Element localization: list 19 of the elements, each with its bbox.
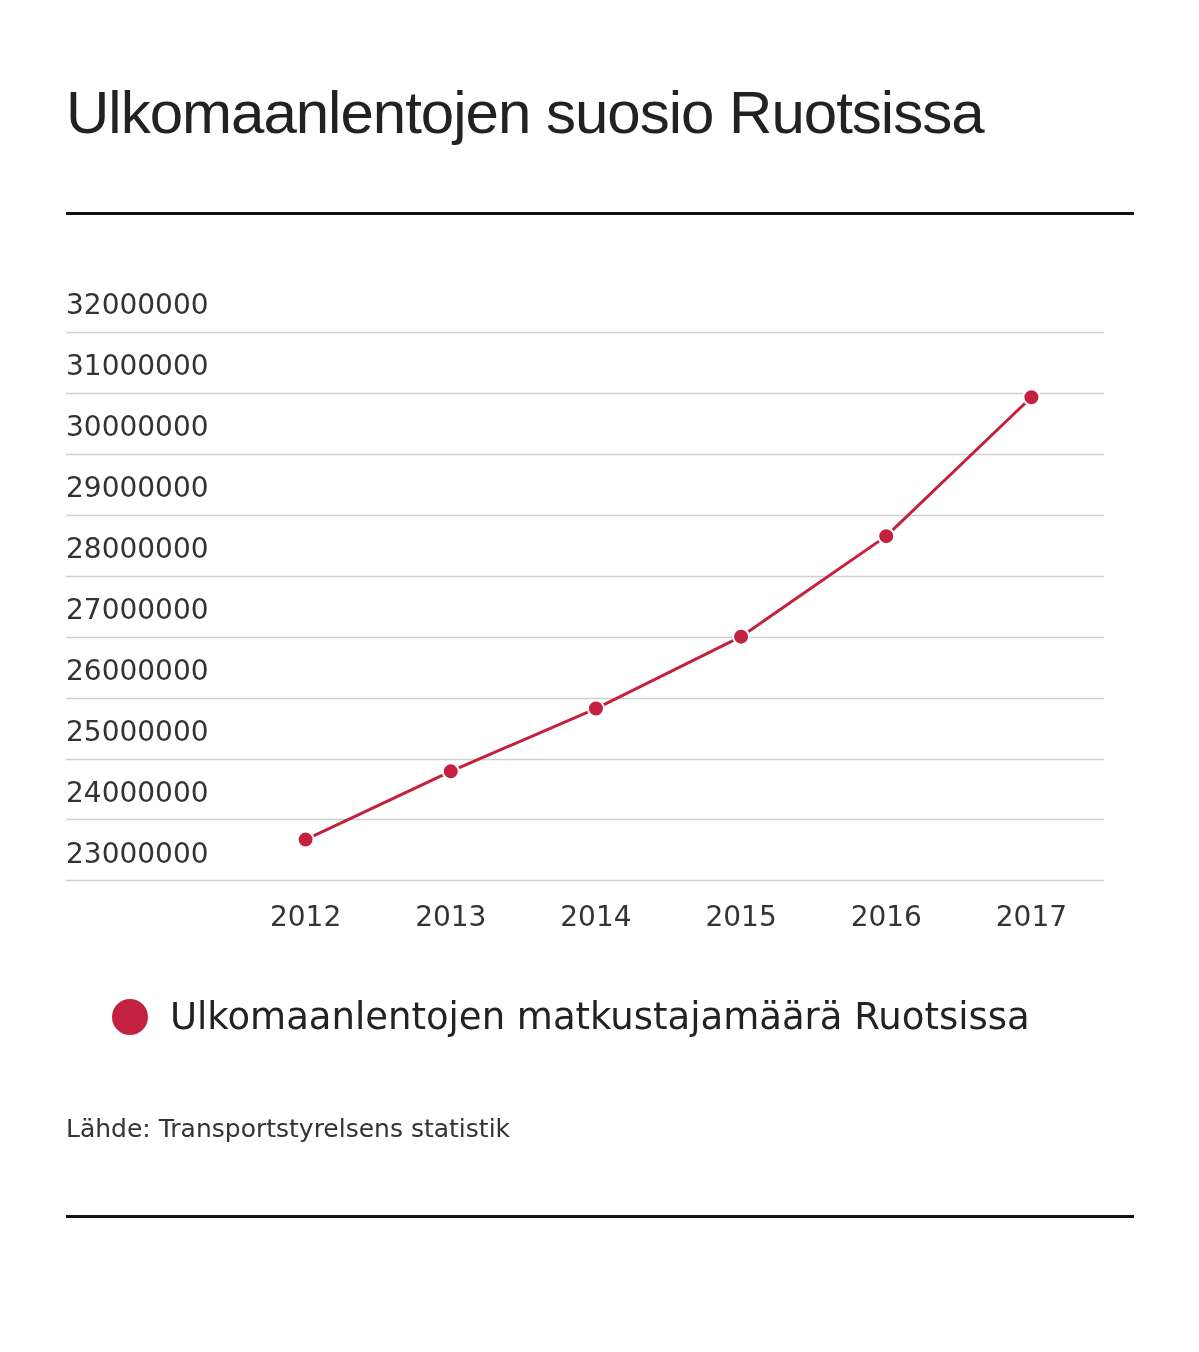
y-tick-label: 25000000 (66, 714, 209, 748)
text: Lähde: Transportstyrelsens statistik (66, 1114, 511, 1143)
x-tick-label: 2015 (705, 900, 777, 934)
x-tick-label: 2012 (269, 900, 342, 934)
chart-title: Ulkomaanlentojen suosio Ruotsissa (66, 78, 984, 147)
y-tick-label: 28000000 (66, 532, 209, 566)
y-tick-label: 24000000 (66, 775, 209, 809)
y-tick-label: 23000000 (66, 836, 209, 870)
y-tick-label: 31000000 (66, 349, 209, 383)
x-tick-label: 2016 (850, 900, 922, 934)
y-tick-label: 27000000 (66, 592, 209, 626)
y-tick-label: 29000000 (66, 471, 209, 505)
legend-label: Ulkomaanlentojen matkustajamäärä Ruotsissa (170, 995, 1030, 1038)
x-tick-label: 2017 (995, 900, 1068, 934)
y-tick-label: 30000000 (66, 410, 209, 444)
y-tick-label: 26000000 (66, 653, 209, 687)
x-tick-label: 2013 (415, 900, 487, 934)
x-tick-label: 2014 (560, 900, 632, 934)
y-tick-label: 32000000 (66, 288, 209, 322)
